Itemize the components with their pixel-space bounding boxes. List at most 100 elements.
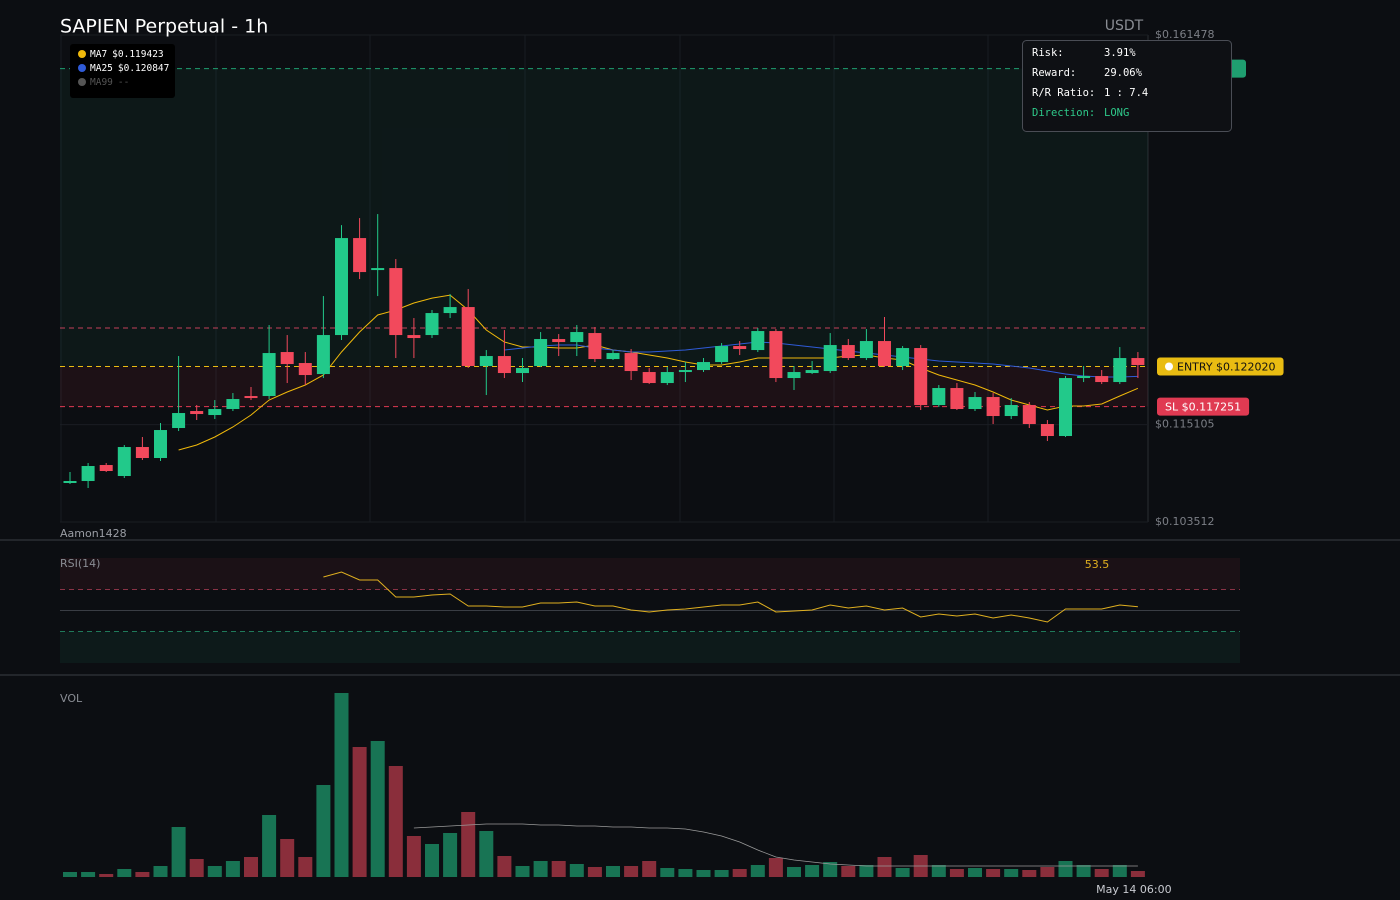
volume-bar xyxy=(370,741,385,877)
candle-body xyxy=(81,466,95,482)
candle-body xyxy=(63,481,77,484)
oversold-zone xyxy=(60,631,1240,663)
ma-line xyxy=(178,294,1139,451)
overbought-zone xyxy=(60,558,1240,590)
legend-value: $0.120847 xyxy=(118,63,169,74)
loss-zone xyxy=(60,366,1148,407)
candle-body xyxy=(697,362,710,371)
volume-bar xyxy=(768,858,783,877)
volume-bar xyxy=(99,874,114,877)
candle-body xyxy=(678,370,692,373)
candle-body xyxy=(190,411,204,415)
volume-bar xyxy=(696,870,711,877)
tooltip-bg xyxy=(1022,40,1232,132)
volume-bar xyxy=(171,827,186,877)
volume-bar xyxy=(1130,871,1145,877)
volume-bar xyxy=(63,872,77,877)
tooltip-label: Reward: xyxy=(1032,67,1076,79)
level-tag-bg xyxy=(1157,357,1284,376)
candle-body xyxy=(316,335,330,375)
volume-bar xyxy=(388,766,403,877)
candle-body xyxy=(371,268,385,271)
candle-body xyxy=(154,430,167,459)
volume-bar xyxy=(949,869,964,877)
candle-body xyxy=(932,388,946,406)
volume-bar xyxy=(986,869,1001,877)
candle-body xyxy=(552,339,566,343)
candle-body xyxy=(1077,376,1091,379)
volume-bar xyxy=(1022,870,1037,877)
volume-bar xyxy=(225,861,240,877)
volume-bar xyxy=(316,785,331,877)
chart-title: SAPIEN Perpetual - 1h xyxy=(60,16,268,38)
volume-bar xyxy=(1058,861,1073,877)
candle-body xyxy=(1004,405,1018,417)
tooltip-value: 29.06% xyxy=(1104,67,1143,79)
legend-name: MA7 xyxy=(90,49,107,60)
tooltip-label: Direction: xyxy=(1032,107,1095,119)
volume-bar xyxy=(569,864,584,877)
volume-bar xyxy=(714,870,729,877)
legend-entry: MA99 -- xyxy=(90,77,129,88)
rsi-title: RSI(14) xyxy=(60,557,100,570)
volume-bar xyxy=(479,831,494,877)
legend-entry: MA25 $0.120847 xyxy=(90,63,169,74)
volume-bar xyxy=(280,839,295,877)
level-tag-label: ENTRY $0.122020 xyxy=(1177,361,1276,374)
grid xyxy=(60,35,989,522)
candle-body xyxy=(244,396,258,399)
candle-body xyxy=(117,447,131,477)
candle-body xyxy=(479,356,493,367)
volume-bar xyxy=(533,861,548,877)
volume-bar xyxy=(968,868,982,877)
volume-bar xyxy=(660,868,675,877)
volume-ma xyxy=(413,823,1138,867)
candle-body xyxy=(443,307,457,314)
x-tick-label: May 14 06:00 xyxy=(1096,883,1171,896)
candle-body xyxy=(968,397,982,410)
volume-bar xyxy=(841,866,856,877)
volume-bar xyxy=(1076,865,1091,877)
candle-body xyxy=(1131,358,1145,366)
candle-body xyxy=(99,465,113,472)
candle-body xyxy=(425,313,439,336)
volume-bar xyxy=(425,844,439,877)
candle-body xyxy=(208,409,222,416)
level-tag-bg xyxy=(1157,397,1250,416)
candle-body xyxy=(769,331,783,379)
legend-swatch xyxy=(78,64,86,72)
candle-body xyxy=(1022,405,1036,425)
y-tick-label: $0.161478 xyxy=(1155,28,1215,41)
volume-bar xyxy=(352,747,367,877)
volume-bar xyxy=(1094,869,1109,877)
candle-body xyxy=(262,353,276,397)
candle-body xyxy=(1059,378,1072,437)
volume-bar xyxy=(750,865,765,877)
candle-body xyxy=(624,353,638,372)
volume-bar xyxy=(805,865,820,877)
volume-bar xyxy=(207,866,222,877)
legend-name: MA25 xyxy=(90,63,113,74)
candle-body xyxy=(896,348,910,367)
legend: MA7 $0.119423 MA25 $0.120847 MA99 -- xyxy=(70,44,175,98)
volume-bar xyxy=(244,857,258,877)
volume-bar xyxy=(877,857,892,877)
candle-body xyxy=(606,353,620,360)
legend-name: MA99 xyxy=(90,77,113,88)
candle-body xyxy=(1095,376,1109,383)
volume-bar xyxy=(931,865,946,877)
candle-body xyxy=(805,370,819,374)
volume-bar xyxy=(551,861,566,877)
candle-body xyxy=(986,397,1000,417)
volume-bar xyxy=(81,872,96,877)
unit: USDT xyxy=(1105,18,1144,34)
volume-bar xyxy=(895,868,910,877)
tooltip-label: Risk: xyxy=(1032,47,1064,59)
watermark: Aamon1428 xyxy=(60,527,127,540)
candle-body xyxy=(642,372,656,384)
volume-bar xyxy=(587,867,602,877)
plot: $0.161478 $0.115105 $0.103512 ENTRY $0.1220… xyxy=(60,28,1284,896)
candle-body xyxy=(172,413,186,429)
